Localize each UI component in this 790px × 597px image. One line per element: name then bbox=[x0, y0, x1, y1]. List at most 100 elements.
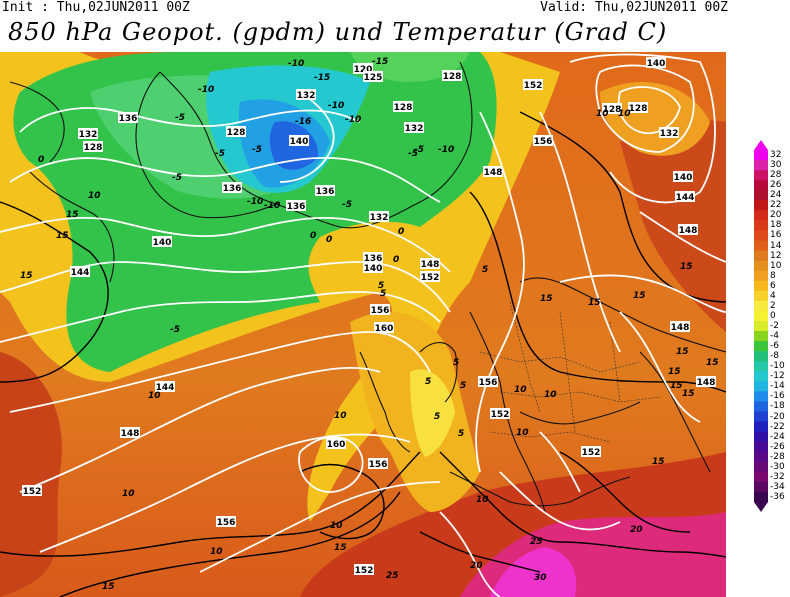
geopot-label: 148 bbox=[697, 378, 716, 388]
color-scale-tick-label: 10 bbox=[770, 260, 782, 271]
color-scale-segment bbox=[754, 280, 768, 292]
temp-label: -5 bbox=[342, 200, 352, 210]
temp-label: 10 bbox=[122, 489, 135, 499]
temp-label: -5 bbox=[408, 149, 418, 159]
geopot-label: 156 bbox=[371, 306, 390, 316]
color-scale-tick-label: 0 bbox=[770, 310, 776, 321]
temp-label: 0 bbox=[38, 155, 44, 165]
warm-zone-east bbox=[620, 120, 726, 333]
temp-label: 10 bbox=[544, 390, 557, 400]
geopot-label: 128 bbox=[629, 104, 648, 114]
temp-label: -5 bbox=[170, 325, 180, 335]
geopot-label: 148 bbox=[484, 168, 503, 178]
color-scale-segment bbox=[754, 361, 768, 372]
color-scale-tick-label: -20 bbox=[770, 411, 785, 422]
color-scale-segment bbox=[754, 341, 768, 352]
color-scale-segment bbox=[754, 200, 768, 211]
temp-label: 10 bbox=[330, 521, 343, 531]
temperature-isolines bbox=[0, 111, 726, 597]
geopot-label: 132 bbox=[370, 213, 389, 223]
color-scale-tick-label: -24 bbox=[770, 431, 785, 442]
temp-label: 5 bbox=[460, 381, 466, 391]
temp-label: 15 bbox=[670, 381, 683, 391]
geopot-label: 136 bbox=[364, 254, 383, 264]
geopot-label: 140 bbox=[364, 264, 383, 274]
color-scale-segment bbox=[754, 331, 768, 342]
temp-label: 10 bbox=[88, 191, 101, 201]
temp-label: 15 bbox=[334, 543, 347, 553]
geopot-label: 132 bbox=[660, 129, 679, 139]
color-scale-top-arrow bbox=[754, 140, 768, 150]
temp-label: 15 bbox=[676, 347, 689, 357]
temp-label: 10 bbox=[596, 109, 609, 119]
color-scale-segment bbox=[754, 300, 768, 312]
temp-label: 15 bbox=[102, 582, 115, 592]
temp-label: 5 bbox=[425, 377, 431, 387]
temp-label: -15 bbox=[314, 73, 330, 83]
color-scale-tick-label: 14 bbox=[770, 240, 782, 251]
temp-label: 5 bbox=[434, 412, 440, 422]
color-scale-segment bbox=[754, 210, 768, 221]
color-scale-tick-label: -28 bbox=[770, 451, 785, 462]
geopot-label: 136 bbox=[316, 187, 335, 197]
temp-label: 20 bbox=[470, 561, 483, 571]
geopot-label: 128 bbox=[394, 103, 413, 113]
temp-label: 15 bbox=[56, 231, 69, 241]
geopot-label: 128 bbox=[84, 143, 103, 153]
temp-label: -5 bbox=[252, 145, 262, 155]
temperature-label-layer: -5 -10 -10 -15 -16 -10 -10 -15 -5 -5 -10… bbox=[20, 57, 719, 592]
temp-label: 30 bbox=[534, 573, 547, 583]
color-scale-segment bbox=[754, 471, 768, 483]
temp-label: 15 bbox=[20, 271, 33, 281]
color-scale-tick-label: -8 bbox=[770, 351, 779, 362]
temp-label: -5 bbox=[215, 149, 225, 159]
temp-label: 15 bbox=[682, 389, 695, 399]
color-scale-segment bbox=[754, 180, 768, 191]
geopot-label: 148 bbox=[421, 260, 440, 270]
temp-label: -5 bbox=[414, 145, 424, 155]
color-scale-tick-label: 2 bbox=[770, 300, 776, 311]
color-scale-tick-label: 22 bbox=[770, 200, 782, 211]
color-scale-tick-label: -4 bbox=[770, 331, 779, 342]
temp-label: -5 bbox=[172, 173, 182, 183]
color-scale-segments bbox=[754, 150, 768, 503]
color-scale-tick-label: -18 bbox=[770, 401, 785, 412]
temp-label: -16 bbox=[295, 117, 311, 127]
temp-label: 10 bbox=[618, 109, 631, 119]
temp-label: -15 bbox=[372, 57, 388, 67]
geopot-label: 152 bbox=[421, 273, 440, 283]
color-scale-tick-label: 8 bbox=[770, 270, 776, 281]
geopot-label: 144 bbox=[676, 193, 695, 203]
color-scale-tick-label: 32 bbox=[770, 150, 782, 161]
color-scale-segment bbox=[754, 371, 768, 382]
temp-label: 15 bbox=[540, 294, 553, 304]
geopot-label: 156 bbox=[534, 137, 553, 147]
temp-label: 15 bbox=[706, 358, 719, 368]
color-scale-segment bbox=[754, 230, 768, 242]
geopot-label: 128 bbox=[443, 72, 462, 82]
color-scale-tick-label: 28 bbox=[770, 170, 782, 181]
geopot-label: 152 bbox=[355, 566, 374, 576]
temp-label: -10 bbox=[198, 85, 214, 95]
geopotential-label-layer: 120 125 128 128 128 128 128 128 132 132 … bbox=[22, 57, 716, 576]
geopot-label: 148 bbox=[671, 323, 690, 333]
temp-label: -10 bbox=[328, 101, 344, 111]
color-scale-segment bbox=[754, 220, 768, 231]
color-scale-segment bbox=[754, 160, 768, 171]
temperature-color-scale bbox=[754, 140, 768, 512]
geopot-label: 152 bbox=[524, 81, 543, 91]
temp-label: 10 bbox=[476, 495, 489, 505]
color-scale-segment bbox=[754, 310, 768, 322]
color-scale-tick-label: -2 bbox=[770, 321, 779, 331]
color-scale-tick-label: -22 bbox=[770, 421, 785, 432]
color-scale-tick-label: 6 bbox=[770, 280, 776, 291]
color-scale-tick-label: -26 bbox=[770, 441, 785, 452]
geopot-label: 156 bbox=[217, 518, 236, 528]
geopot-label: 148 bbox=[121, 429, 140, 439]
temp-label: -10 bbox=[345, 115, 361, 125]
temp-label: -10 bbox=[264, 201, 280, 211]
geopot-label: 136 bbox=[223, 184, 242, 194]
warm-zone-west bbox=[0, 352, 62, 597]
color-scale-segment bbox=[754, 170, 768, 181]
color-scale-tick-label: -30 bbox=[770, 461, 785, 472]
